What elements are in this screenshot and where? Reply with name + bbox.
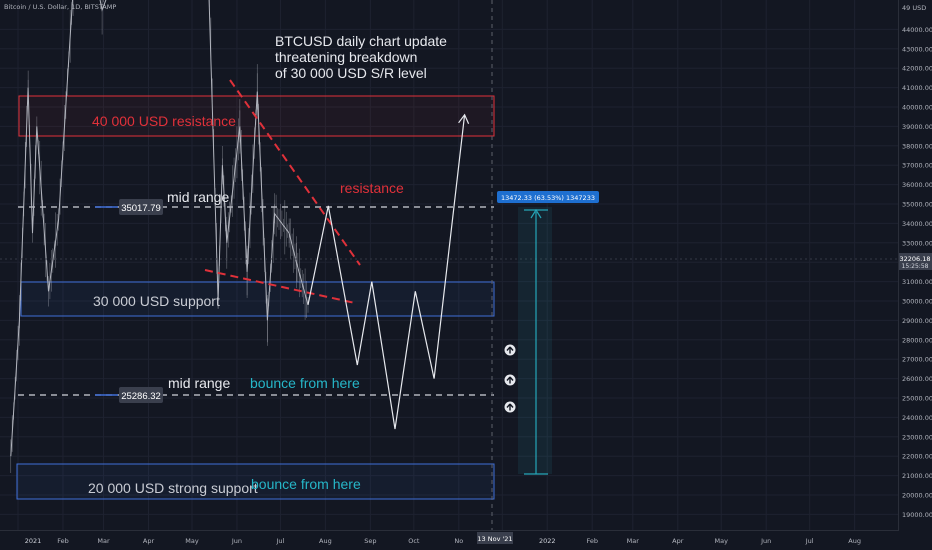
time-tick-label: Jul: [276, 537, 285, 545]
mid-range-lower-label: mid range: [168, 375, 230, 391]
price-tick-label: 35000.00: [902, 201, 932, 209]
up-arrow-icon-2: [504, 374, 516, 386]
up-arrow-icon-1: [504, 344, 516, 356]
price-tick-label: 40000.00: [902, 104, 932, 112]
price-tick-label: 19000.00: [902, 511, 932, 519]
price-tick-label: 27000.00: [902, 356, 932, 364]
chart-title-line-1: BTCUSD daily chart update: [275, 33, 447, 49]
resistance-zone-label: 40 000 USD resistance: [92, 113, 236, 129]
time-tick-label: Jun: [231, 537, 242, 545]
bounce-label-lower: bounce from here: [251, 476, 361, 492]
up-arrow-icon-3: [504, 401, 516, 413]
strong-support-zone-box: [16, 463, 495, 500]
price-history-line: [10, 0, 309, 457]
time-tick-label: Sep: [364, 537, 376, 545]
time-tick-label: Mar: [627, 537, 640, 545]
price-tick-label: 31000.00: [902, 278, 932, 286]
level-lower-value: 25286.32: [121, 391, 161, 402]
support-zone-box: [20, 281, 495, 317]
time-tick-label: Feb: [57, 537, 69, 545]
crosshair-date-label: 13 Nov '21: [477, 535, 512, 543]
time-tick-label: Aug: [319, 537, 332, 545]
bar-countdown: 15:25:58: [902, 263, 929, 270]
chart-title-line-3: of 30 000 USD S/R level: [275, 65, 427, 81]
projection-arrowhead: [458, 113, 470, 125]
projection-path: [307, 114, 466, 430]
measure-shading: [518, 207, 552, 474]
price-tick-label: 25000.00: [902, 395, 932, 403]
crosshair-date-box: [477, 532, 513, 544]
time-tick-label: May: [715, 537, 729, 545]
price-tick-label: 41000.00: [902, 84, 932, 92]
measure-label-text: 13472.33 (63.53%) 1347233: [501, 194, 595, 202]
time-tick-label: Feb: [586, 537, 598, 545]
time-tick-label: Apr: [143, 537, 155, 545]
level-lower-box: [119, 387, 163, 403]
strong-support-zone-label: 20 000 USD strong support: [88, 480, 258, 496]
price-tick-label: 30000.00: [902, 298, 932, 306]
price-tick-label: 39000.00: [902, 123, 932, 131]
time-tick-label: Jun: [760, 537, 771, 545]
time-tick-label: Oct: [408, 537, 420, 545]
level-upper-box: [119, 199, 163, 215]
price-scale-top-label: 49 USD: [902, 4, 926, 12]
price-tick-label: 22000.00: [902, 453, 932, 461]
current-price-box: [899, 253, 932, 270]
price-tick-label: 33000.00: [902, 239, 932, 247]
price-tick-label: 23000.00: [902, 433, 932, 441]
price-tick-label: 36000.00: [902, 181, 932, 189]
level-upper-value: 35017.79: [121, 203, 161, 214]
time-tick-label: 2021: [25, 537, 42, 545]
resistance-trendline: [229, 79, 361, 266]
time-scale-panel[interactable]: [0, 530, 932, 550]
chart-title-line-2: threatening breakdown: [275, 49, 417, 65]
price-tick-label: 44000.00: [902, 26, 932, 34]
measure-arrowhead: [530, 208, 542, 219]
support-zone-label: 30 000 USD support: [93, 293, 220, 309]
price-tick-label: 20000.00: [902, 492, 932, 500]
price-tick-label: 24000.00: [902, 414, 932, 422]
price-tick-label: 28000.00: [902, 336, 932, 344]
price-tick-label: 42000.00: [902, 65, 932, 73]
grid-lines: [0, 0, 898, 530]
measure-label-box: [497, 191, 599, 203]
price-tick-label: 21000.00: [902, 472, 932, 480]
trendline-resistance-label: resistance: [340, 180, 404, 196]
time-tick-label: Mar: [97, 537, 110, 545]
time-tick-label: Jul: [805, 537, 814, 545]
price-tick-label: 34000.00: [902, 220, 932, 228]
time-tick-label: No: [454, 537, 463, 545]
price-tick-label: 37000.00: [902, 162, 932, 170]
price-tick-label: 43000.00: [902, 45, 932, 53]
time-tick-label: Apr: [672, 537, 684, 545]
time-tick-label: May: [185, 537, 199, 545]
price-tick-label: 38000.00: [902, 142, 932, 150]
bounce-label-upper: bounce from here: [250, 375, 360, 391]
price-tick-label: 26000.00: [902, 375, 932, 383]
current-price-value: 32206.18: [899, 255, 930, 263]
price-tick-label: 29000.00: [902, 317, 932, 325]
time-tick-label: Aug: [848, 537, 861, 545]
mid-range-upper-label: mid range: [167, 189, 229, 205]
time-tick-label: 2022: [539, 537, 556, 545]
symbol-title[interactable]: Bitcoin / U.S. Dollar, 1D, BITSTAMP: [4, 3, 116, 11]
